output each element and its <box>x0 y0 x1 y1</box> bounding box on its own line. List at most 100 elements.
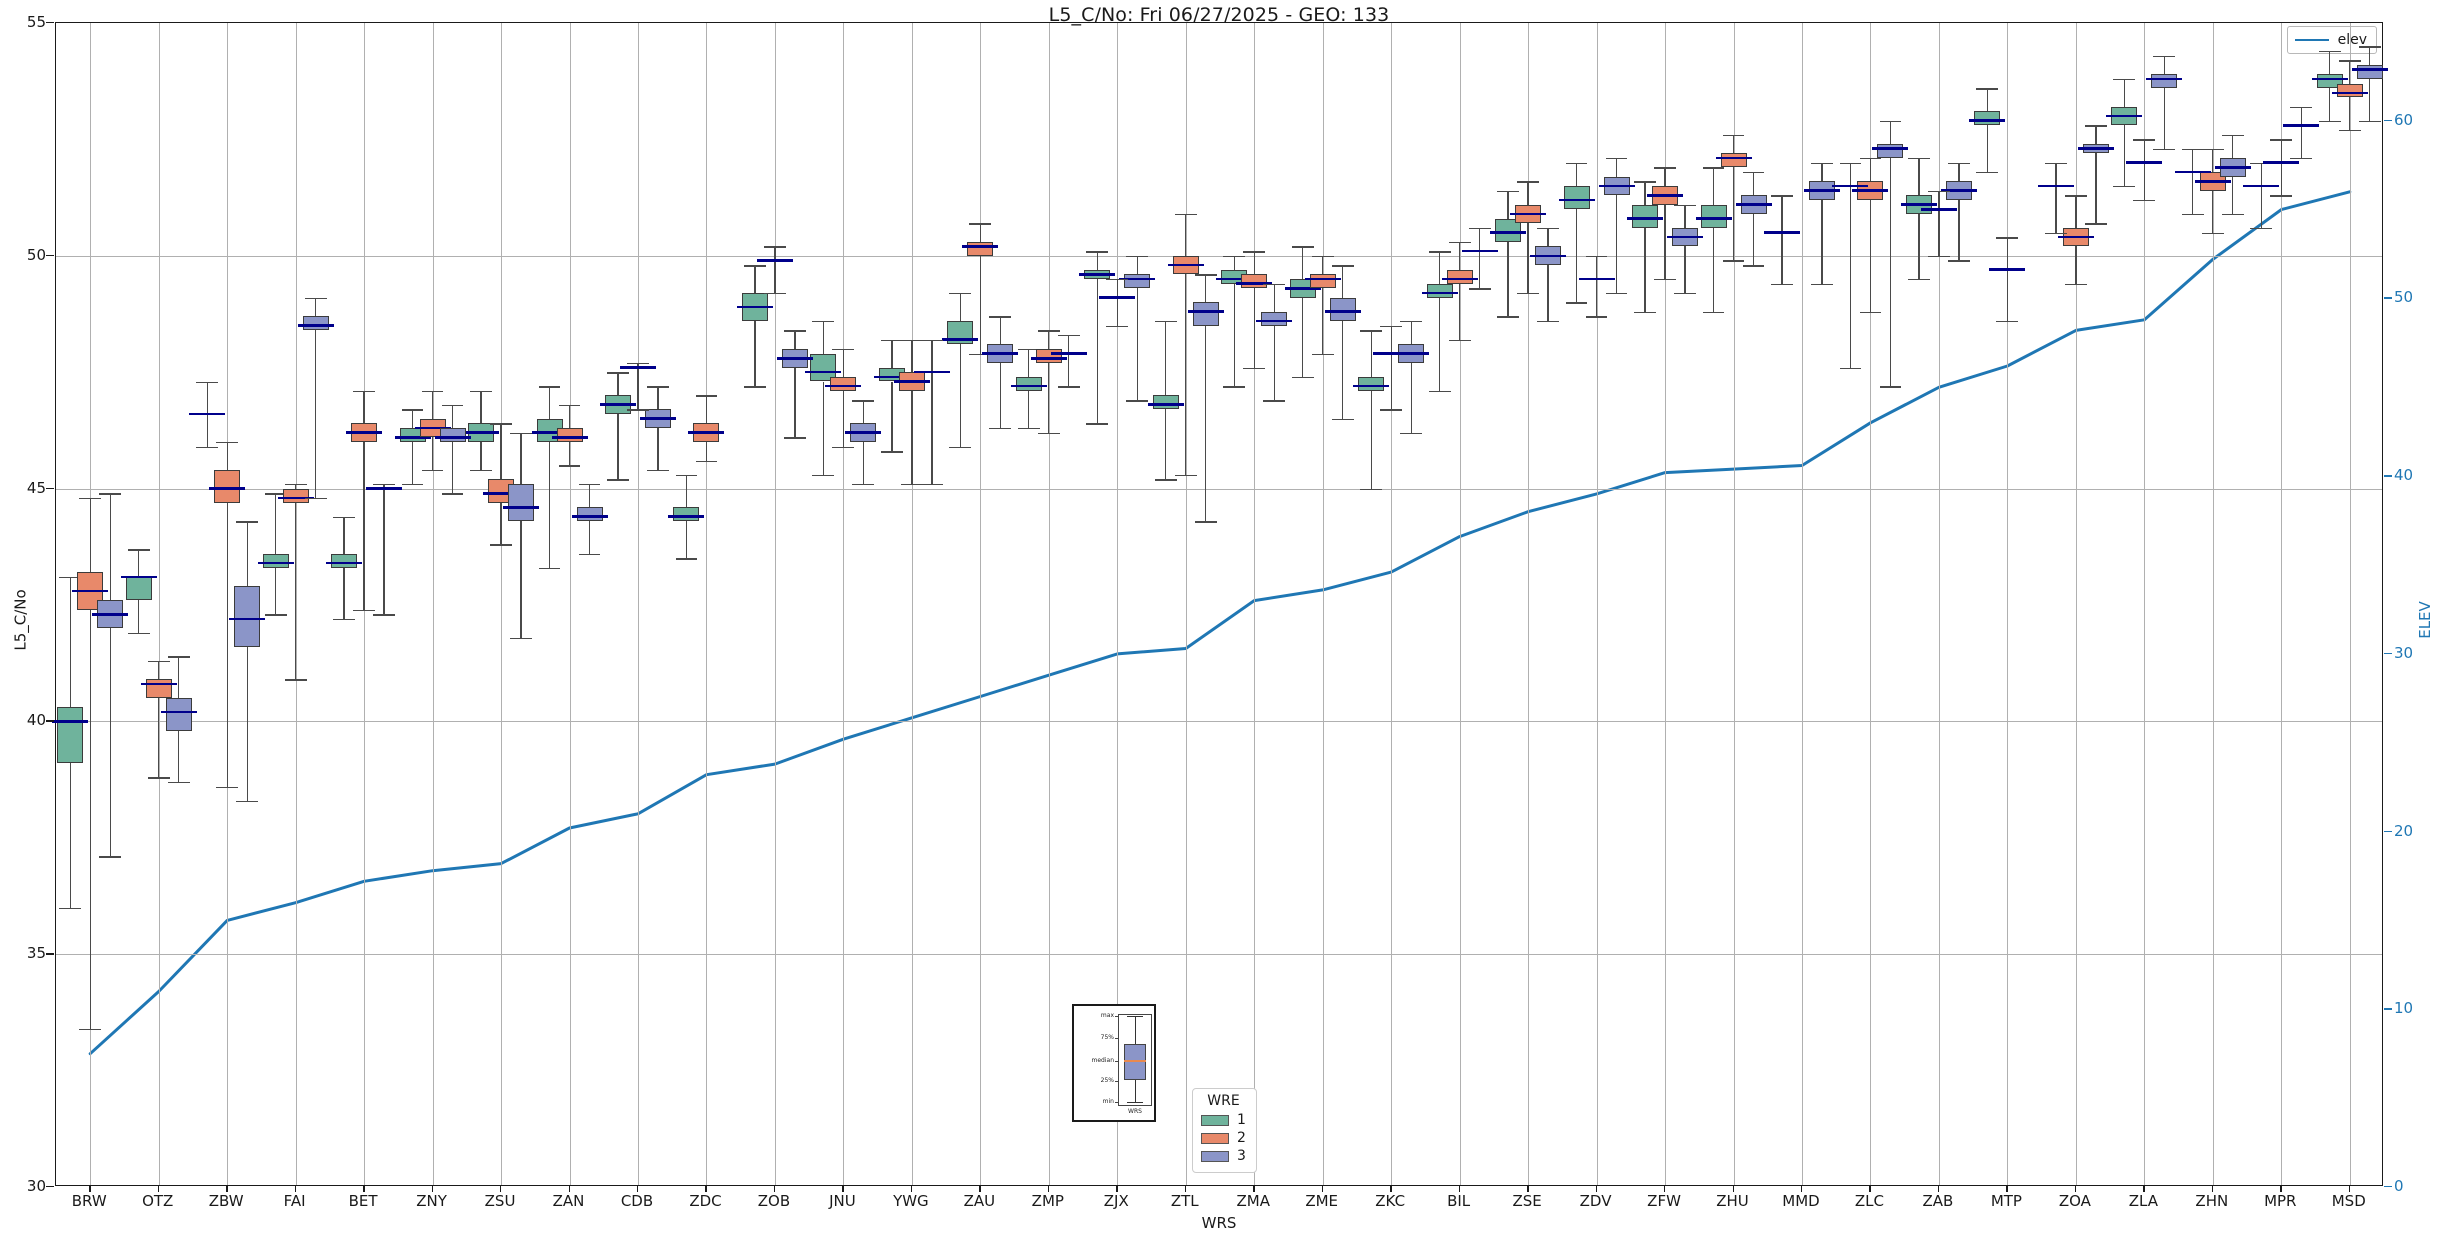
x-tick-mark <box>1047 1186 1050 1192</box>
boxplot-zab-wre2 <box>56 23 2382 1185</box>
whisker <box>2192 148 2194 214</box>
gridline-vertical <box>1048 23 1050 1185</box>
cap-max <box>2250 162 2273 165</box>
cap-min <box>196 446 219 449</box>
whisker <box>2280 139 2282 196</box>
boxplot-zhn-wre1 <box>56 23 2382 1185</box>
x-tick-mark <box>1937 1186 1940 1192</box>
median-line <box>2037 184 2074 188</box>
cap-min <box>1585 316 1608 318</box>
inset-label-75: 75% <box>1100 1034 1114 1041</box>
median-line <box>1764 231 1800 234</box>
wre-legend-item-3[interactable]: 3 <box>1201 1148 1246 1164</box>
inset-tick-min <box>1115 1102 1118 1103</box>
median-line <box>1832 184 1869 188</box>
wre-label-1: 1 <box>1237 1112 1246 1128</box>
gridline-vertical <box>1117 23 1119 1185</box>
whisker <box>637 362 639 410</box>
whisker <box>774 246 776 294</box>
x-tick-mark <box>500 1186 502 1192</box>
median-line <box>2174 170 2211 174</box>
x-tick-label-mpr: MPR <box>2264 1192 2297 1210</box>
y-tick-label-right: 0 <box>2394 1177 2404 1195</box>
gridline-vertical <box>1870 23 1872 1185</box>
cap-max <box>1468 227 1491 230</box>
cap-max <box>1928 190 1950 192</box>
x-tick-label-zan: ZAN <box>552 1192 585 1210</box>
cap-max <box>2270 139 2293 141</box>
x-tick-label-zsu: ZSU <box>484 1192 516 1210</box>
y-axis-label-right: ELEV <box>2416 601 2435 639</box>
boxplot-zjx-wre2 <box>56 23 2382 1185</box>
x-tick-mark <box>1321 1186 1324 1192</box>
gridline-vertical <box>569 23 571 1185</box>
x-tick-mark <box>842 1186 844 1192</box>
gridline-horizontal <box>56 488 2382 490</box>
x-tick-label-bet: BET <box>348 1192 378 1210</box>
wre-legend[interactable]: WRE 1 2 3 <box>1192 1088 1257 1173</box>
wre-legend-item-2[interactable]: 2 <box>1201 1130 1246 1146</box>
x-tick-mark <box>2348 1186 2351 1192</box>
boxplot-bet-wre3 <box>56 23 2382 1185</box>
y-tick-mark-right <box>2384 297 2392 299</box>
x-tick-mark <box>1869 1186 1871 1192</box>
cap-max <box>2181 148 2204 151</box>
gridline-horizontal <box>56 255 2382 257</box>
whisker <box>1116 279 1118 326</box>
whisker <box>931 339 933 484</box>
y-tick-mark-left <box>46 953 54 955</box>
x-tick-mark <box>2074 1186 2077 1192</box>
x-tick-label-zlc: ZLC <box>1854 1192 1885 1210</box>
gridline-vertical <box>2349 23 2351 1185</box>
gridline-vertical <box>501 23 503 1185</box>
wre-legend-item-1[interactable]: 1 <box>1201 1112 1246 1128</box>
inset-box <box>1124 1044 1146 1080</box>
whisker <box>1478 227 1481 289</box>
cap-max <box>1839 162 1862 165</box>
inset-whisker-lower <box>1134 1080 1136 1102</box>
gridline-vertical <box>1459 23 1461 1185</box>
inset-tick-median <box>1115 1061 1118 1062</box>
cap-min <box>2290 158 2313 160</box>
gridline-vertical <box>980 23 982 1185</box>
x-tick-label-jnu: JNU <box>829 1192 856 1210</box>
y-tick-mark-left <box>46 1186 54 1188</box>
gridline-vertical <box>1322 23 1324 1185</box>
gridline-vertical <box>432 23 434 1185</box>
gridline-vertical <box>706 23 708 1185</box>
x-tick-mark <box>226 1186 228 1192</box>
boxplot-zob-wre2 <box>56 23 2382 1185</box>
cap-min <box>627 409 649 411</box>
x-tick-label-zau: ZAU <box>963 1192 996 1210</box>
median-line <box>756 259 793 262</box>
median-line <box>1050 352 1087 355</box>
x-tick-mark <box>910 1186 913 1192</box>
y-tick-mark-right <box>2384 1186 2392 1188</box>
x-tick-label-zab: ZAB <box>1922 1192 1954 1210</box>
cap-min <box>1839 367 1862 369</box>
wre-swatch-2 <box>1201 1132 1229 1144</box>
gridline-vertical <box>2007 23 2009 1185</box>
cap-max <box>1771 195 1793 197</box>
boxplot-bil-wre3 <box>56 23 2382 1185</box>
x-tick-label-brw: BRW <box>71 1192 107 1210</box>
cap-min <box>1057 386 1080 388</box>
inset-label-25: 25% <box>1100 1077 1114 1084</box>
gridline-vertical <box>2144 23 2146 1185</box>
elev-legend[interactable]: elev <box>2286 26 2377 54</box>
x-tick-label-fai: FAI <box>283 1192 306 1210</box>
cap-min <box>764 293 786 295</box>
cap-min <box>2181 213 2204 216</box>
cap-min <box>1106 325 1129 328</box>
x-tick-label-zbw: ZBW <box>208 1192 244 1210</box>
x-tick-label-mmd: MMD <box>1782 1192 1820 1210</box>
median-line <box>1461 249 1498 253</box>
cap-min <box>373 614 396 616</box>
y-axis-label-left: L5_C/No <box>11 589 30 651</box>
gridline-vertical <box>2075 23 2077 1185</box>
gridline-vertical <box>2281 23 2283 1185</box>
median-line <box>1373 352 1410 355</box>
x-tick-mark <box>2143 1186 2145 1192</box>
x-tick-mark <box>1527 1186 1529 1192</box>
cap-min <box>1771 283 1793 286</box>
